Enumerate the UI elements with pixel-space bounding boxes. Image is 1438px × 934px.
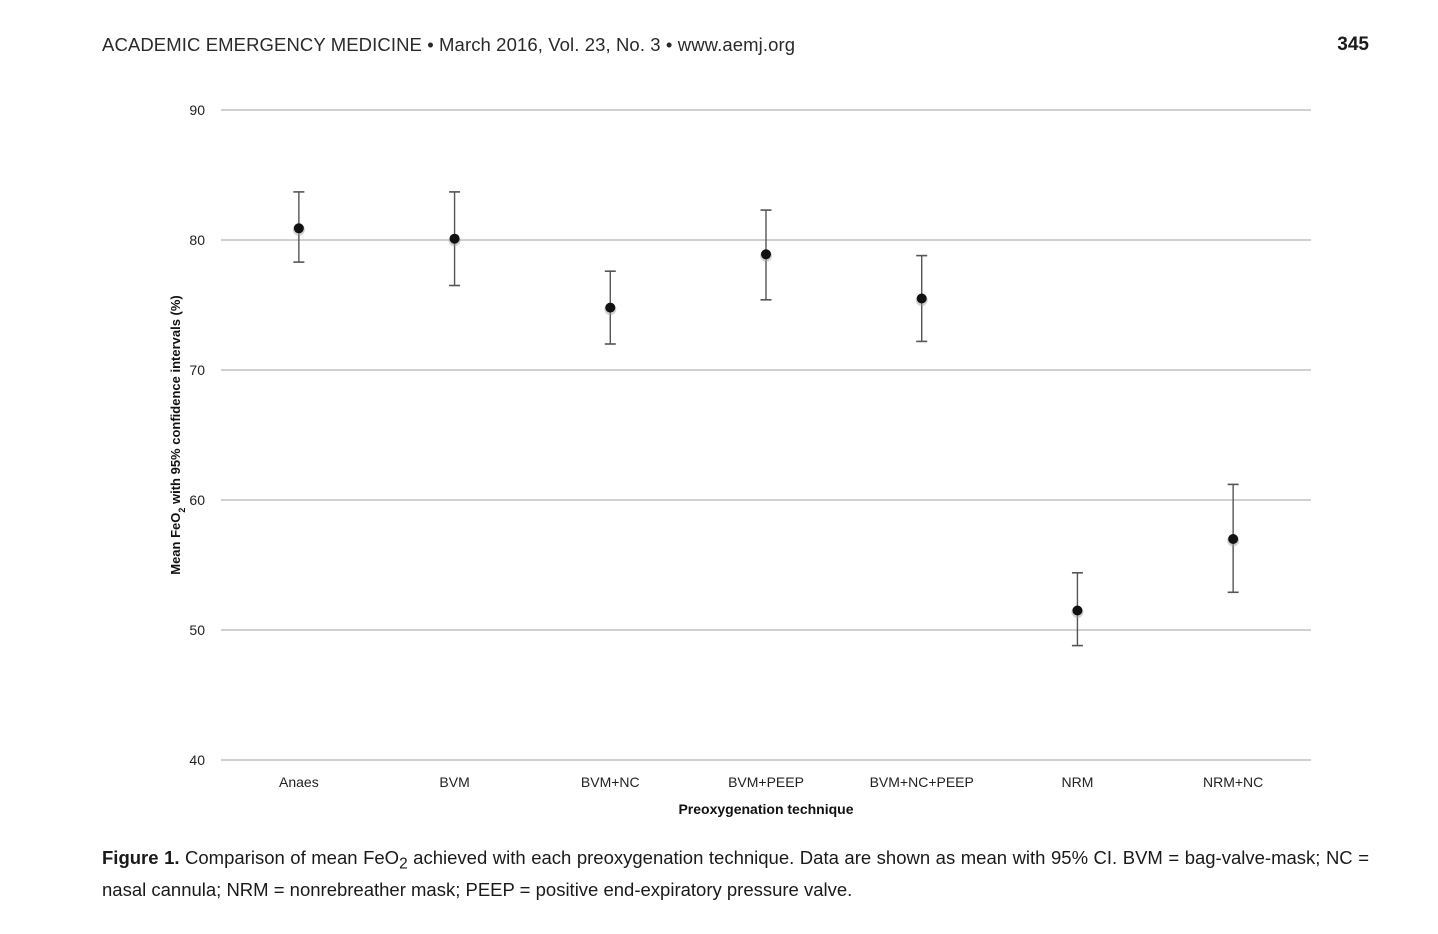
y-tick-label: 40 (189, 752, 205, 768)
x-tick-label: Anaes (279, 774, 319, 790)
mean-point (293, 223, 304, 234)
journal-citation: ACADEMIC EMERGENCY MEDICINE • March 2016… (102, 34, 796, 55)
x-tick-label: BVM+PEEP (728, 774, 804, 790)
running-head: ACADEMIC EMERGENCY MEDICINE • March 2016… (102, 34, 1369, 58)
y-tick-label: 60 (189, 492, 205, 508)
y-tick-label: 70 (189, 362, 205, 378)
x-tick-labels: Anaes BVM BVM+NC BVM+PEEP BVM+NC+PEEP NRM NRM+… (279, 774, 1263, 790)
figure-label: Figure 1. (102, 847, 180, 868)
page-number: 345 (1337, 34, 1369, 55)
x-tick-label: BVM+NC (581, 774, 640, 790)
y-axis-label: Mean FeO2 with 95% confidence intervals … (168, 295, 187, 575)
y-axis-label-part: with 95% confidence intervals (%) (168, 295, 183, 507)
caption-text: achieved with each preoxygenation techni… (102, 847, 1369, 900)
x-tick-label: BVM (439, 774, 469, 790)
mean-point (761, 249, 771, 260)
y-axis-label-subscript: 2 (177, 508, 187, 513)
y-tick-labels: 40 50 60 70 80 90 (189, 102, 205, 768)
figure-caption: Figure 1. Comparison of mean FeO2 achiev… (102, 845, 1369, 902)
mean-point (1228, 534, 1239, 544)
y-tick-label: 80 (189, 232, 205, 248)
gridlines (221, 109, 1311, 761)
caption-subscript: 2 (399, 855, 408, 873)
mean-point (449, 233, 460, 244)
x-tick-label: NRM (1061, 774, 1093, 790)
mean-point (1072, 605, 1083, 616)
y-axis-label-part: Mean FeO (168, 513, 183, 575)
x-tick-label: BVM+NC+PEEP (870, 774, 974, 790)
caption-text: Comparison of mean FeO (179, 847, 400, 868)
error-bar-chart: 40 50 60 70 80 90 Anaes BVM BVM+NC BVM+PEEP BVM+N… (168, 102, 1311, 817)
mean-point (605, 302, 616, 313)
y-tick-label: 90 (189, 102, 205, 118)
x-tick-label: NRM+NC (1203, 774, 1263, 790)
x-axis-label: Preoxygenation technique (678, 801, 853, 817)
mean-point (916, 293, 927, 304)
y-tick-label: 50 (189, 622, 205, 638)
mean-points (292, 223, 1240, 618)
